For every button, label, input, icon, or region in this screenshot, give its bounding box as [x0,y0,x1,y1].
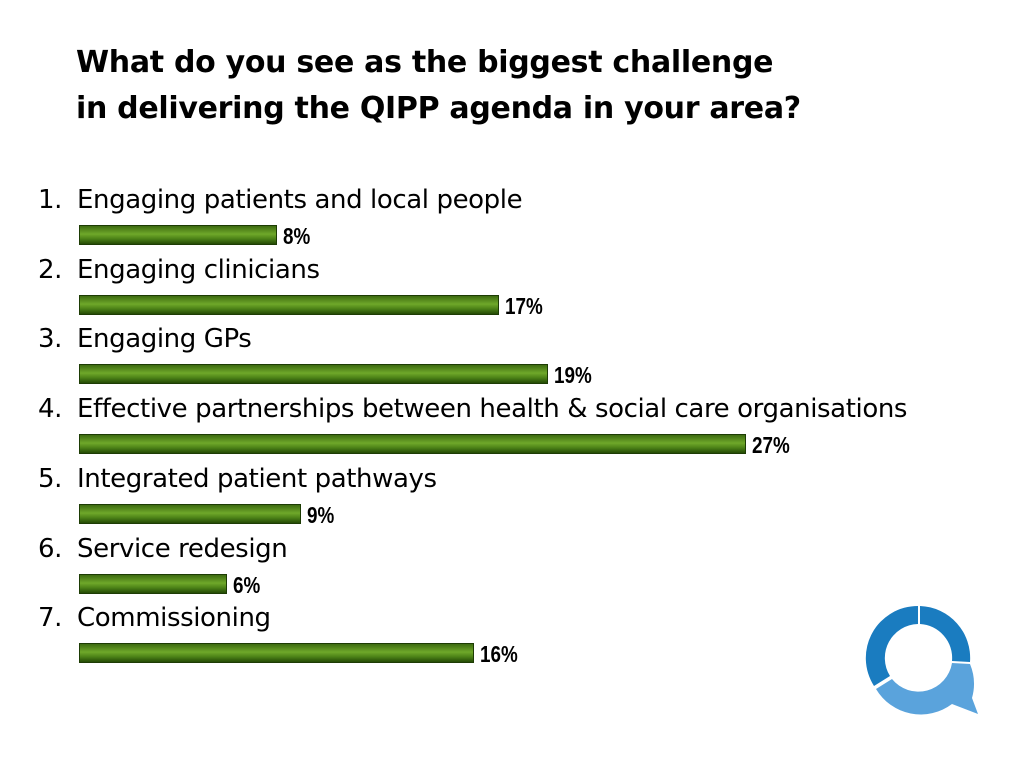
value-label: 9% [307,501,335,528]
category-label: Commissioning [77,603,271,634]
title-line-1: What do you see as the biggest challenge [76,45,774,80]
bar [79,294,499,315]
value-label: 16% [480,641,519,668]
category-label: Engaging GPs [77,324,252,355]
list-item: 6. Service redesign 6% [0,529,1024,599]
bar-chart: 1. Engaging patients and local people 8% 2.… [0,180,1024,680]
bar [79,225,277,245]
bar [79,364,549,385]
category-label: Integrated patient pathways [77,463,437,494]
chart-title: What do you see as the biggest challenge… [76,40,976,132]
list-item: 1. Engaging patients and local people 8% [0,180,1024,250]
item-number: 1. [38,185,63,215]
list-item: 3. Engaging GPs 19% [0,319,1024,389]
item-number: 4. [38,394,63,425]
list-item: 5. Integrated patient pathways 9% [0,459,1024,529]
list-item: 4. Effective partnerships between health … [0,389,1024,459]
title-line-2: in delivering the QIPP agenda in your ar… [76,91,801,126]
q-logo-icon [865,605,978,715]
bar [79,573,228,594]
category-label: Engaging patients and local people [77,185,523,215]
item-number: 2. [38,254,63,285]
bar [79,643,475,664]
category-label: Effective partnerships between health & … [77,394,908,425]
item-number: 5. [38,463,63,494]
value-label: 17% [504,292,543,319]
category-label: Service redesign [77,533,288,564]
category-label: Engaging clinicians [77,254,320,285]
value-label: 6% [233,571,261,598]
bar [79,434,746,455]
list-item: 7. Commissioning 16% [0,598,1024,668]
bar [79,503,302,524]
value-label: 27% [752,432,790,459]
item-number: 7. [38,603,63,634]
list-item: 2. Engaging clinicians 17% [0,250,1024,320]
item-number: 6. [38,533,63,564]
item-number: 3. [38,324,63,355]
value-label: 19% [554,362,593,389]
value-label: 8% [282,223,310,249]
